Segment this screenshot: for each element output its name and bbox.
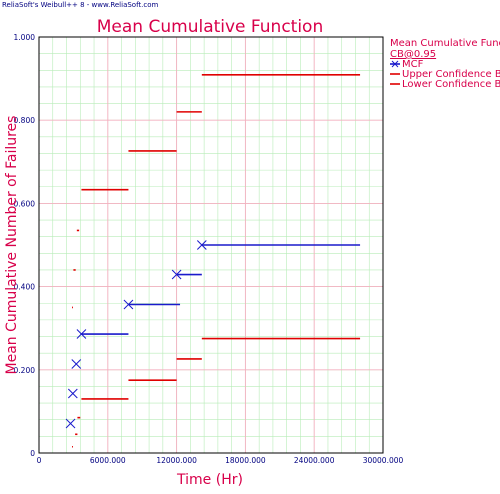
y-tick-label: 0.800 xyxy=(14,116,36,125)
mcf-marker-stroke xyxy=(71,359,82,369)
x-tick-label: 12000.000 xyxy=(156,456,197,465)
mcf-marker-stroke xyxy=(76,329,87,339)
plot-frame xyxy=(38,36,384,454)
mcf-marker-stroke xyxy=(171,269,182,280)
x-tick-label: 30000.000 xyxy=(363,456,404,465)
plot-border xyxy=(38,36,384,454)
x-tick-label: 0 xyxy=(37,456,42,465)
chart-title: Mean Cumulative Function xyxy=(97,17,323,37)
mcf-point-marker xyxy=(76,329,87,339)
y-axis-ticks: 0 0.200 0.400 0.600 0.800 1.000 xyxy=(14,33,36,458)
mcf-marker-stroke xyxy=(123,299,134,310)
legend-label: Lower Confidence Bounds xyxy=(402,79,500,90)
legend-header-title: Mean Cumulative Function xyxy=(390,38,500,49)
y-tick-label: 0.400 xyxy=(14,283,36,292)
legend: Mean Cumulative Function CB@0.95 MCFUppe… xyxy=(390,38,500,90)
legend-item: MCF xyxy=(390,59,424,70)
mcf-point-marker xyxy=(67,388,78,399)
y-tick-label: 0 xyxy=(30,449,35,458)
mcf-point-marker xyxy=(196,240,207,250)
series-layer xyxy=(65,74,361,448)
mcf-marker-stroke xyxy=(65,418,76,429)
mcf-marker-stroke xyxy=(196,240,207,250)
watermark-text: ReliaSoft's Weibull++ 8 - www.ReliaSoft.… xyxy=(2,1,159,9)
mcf-marker-stroke xyxy=(67,388,78,399)
x-axis-ticks: 0 6000.000 12000.000 18000.000 24000.000 3000… xyxy=(37,456,404,465)
x-axis-label: Time (Hr) xyxy=(176,472,243,488)
mcf-point-marker xyxy=(65,418,76,429)
legend-marker-stroke xyxy=(391,60,399,68)
x-tick-label: 6000.000 xyxy=(90,456,126,465)
y-axis-label: Mean Cumulative Number of Failures xyxy=(4,116,20,375)
legend-label: Upper Confidence Bounds xyxy=(402,69,500,80)
legend-label: MCF xyxy=(402,59,424,70)
x-tick-label: 18000.000 xyxy=(225,456,266,465)
y-tick-label: 1.000 xyxy=(14,33,36,42)
y-tick-label: 0.200 xyxy=(14,366,36,375)
legend-item: Upper Confidence Bounds xyxy=(390,69,500,80)
x-tick-label: 24000.000 xyxy=(294,456,335,465)
mcf-point-marker xyxy=(71,359,82,369)
mcf-point-marker xyxy=(171,269,182,280)
legend-item: Lower Confidence Bounds xyxy=(390,79,500,90)
mcf-point-marker xyxy=(123,299,134,310)
legend-header-cb: CB@0.95 xyxy=(390,49,436,60)
y-tick-label: 0.600 xyxy=(14,199,36,208)
